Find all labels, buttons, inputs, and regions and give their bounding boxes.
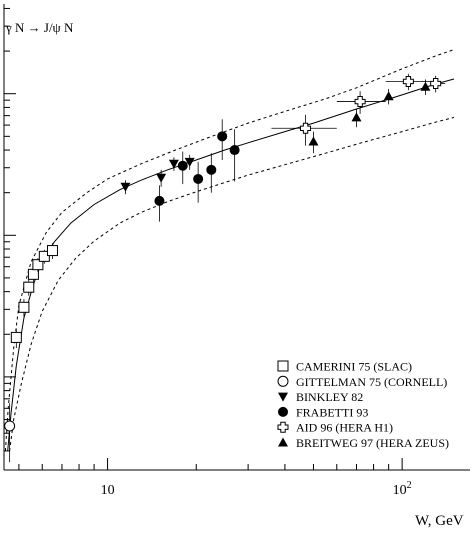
data-point: [168, 159, 179, 169]
legend-label: CAMERINI 75 (SLAC): [296, 360, 412, 374]
data-point: [120, 182, 131, 192]
data-point: [177, 160, 188, 171]
legend: CAMERINI 75 (SLAC)GITTELMAN 75 (CORNELL)…: [277, 360, 449, 450]
legend-marker: [277, 360, 289, 372]
data-point: [27, 268, 39, 280]
data-point: [46, 245, 58, 257]
data-point: [402, 75, 414, 87]
data-point: [430, 78, 442, 90]
data-point: [154, 195, 165, 206]
legend-label: BREITWEG 97 (HERA ZEUS): [296, 436, 449, 450]
data-point: [18, 301, 30, 313]
model-curves: [4, 49, 455, 451]
legend-marker: [278, 392, 288, 402]
data-points: [4, 73, 446, 463]
data-point: [300, 122, 312, 134]
data-point: [217, 131, 228, 142]
data-point: [38, 250, 50, 262]
legend-label: GITTELMAN 75 (CORNELL): [296, 375, 447, 389]
data-point: [10, 331, 22, 343]
legend-label: BINKLEY 82: [296, 390, 363, 404]
legend-label: AID 96 (HERA H1): [296, 421, 393, 435]
band-curve-dashed: [4, 49, 455, 451]
data-point: [354, 96, 366, 108]
chart-title: γ N → J/ψ N: [5, 20, 74, 35]
legend-marker: [277, 375, 289, 387]
data-point: [184, 157, 195, 167]
data-point: [308, 136, 319, 146]
data-point: [4, 420, 16, 432]
band-curve-dashed: [9, 116, 455, 451]
data-point: [206, 164, 217, 175]
data-point: [32, 259, 44, 271]
data-point: [229, 145, 240, 156]
data-point: [351, 112, 362, 122]
x-axis-label: W, GeV: [415, 513, 464, 529]
data-point: [383, 91, 394, 101]
data-point: [23, 281, 35, 293]
fit-curve: [7, 78, 455, 451]
data-point: [193, 173, 204, 184]
data-point: [420, 81, 431, 91]
legend-marker: [278, 406, 288, 417]
legend-marker: [277, 421, 289, 433]
data-point: [156, 173, 167, 183]
axes: 10 102: [3, 4, 470, 498]
x-tick-label: 10: [101, 483, 115, 498]
legend-marker: [278, 437, 288, 447]
legend-label: FRABETTI 93: [296, 405, 368, 419]
x-tick-label: 102: [393, 480, 412, 498]
